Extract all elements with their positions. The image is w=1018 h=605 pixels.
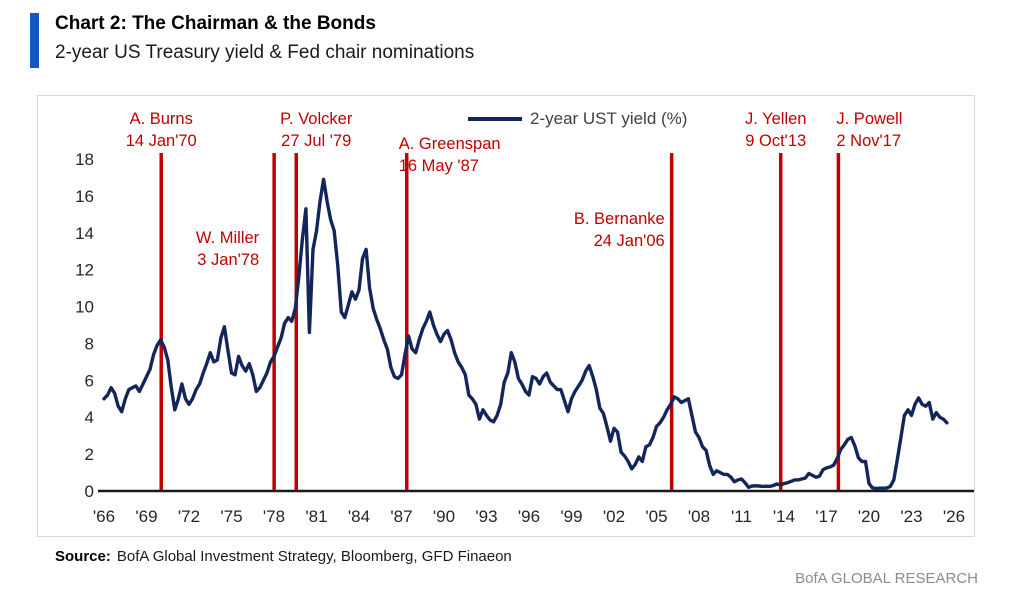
event-chair-name: B. Bernanke xyxy=(573,210,665,228)
x-tick-label: '17 xyxy=(815,507,837,526)
event-date: 3 Jan'78 xyxy=(197,251,260,269)
event-label-p-volcker: P. Volcker 27 Jul '79 xyxy=(280,108,352,152)
x-tick-label: '75 xyxy=(220,507,242,526)
event-chair-name: J. Yellen xyxy=(744,110,807,128)
chart-title: Chart 2: The Chairman & the Bonds xyxy=(55,13,376,34)
x-tick-label: '08 xyxy=(688,507,710,526)
y-tick-label: 2 xyxy=(85,445,94,464)
event-date: 9 Oct'13 xyxy=(745,132,807,150)
chart-card: 0 2 4 6 8 10 12 14 16 18 '66 '69 '72 '75 '78 '81 '84 '87 '… xyxy=(37,95,975,537)
source-label: Source: xyxy=(55,548,111,565)
y-tick-label: 4 xyxy=(85,408,94,427)
event-label-a-greenspan: A. Greenspan 16 May '87 xyxy=(399,133,501,177)
source-line: Source: BofA Global Investment Strategy, … xyxy=(55,548,512,565)
x-tick-label: '99 xyxy=(560,507,582,526)
event-date: 14 Jan'70 xyxy=(125,132,197,150)
legend-label: 2-year UST yield (%) xyxy=(530,109,688,128)
x-tick-label: '84 xyxy=(348,507,370,526)
x-tick-label: '69 xyxy=(135,507,157,526)
event-label-j-yellen: J. Yellen 9 Oct'13 xyxy=(745,108,806,152)
event-label-w-miller: W. Miller 3 Jan'78 xyxy=(196,227,259,271)
x-tick-label: '81 xyxy=(305,507,327,526)
chart-subtitle: 2-year US Treasury yield & Fed chair nom… xyxy=(55,42,475,63)
event-date: 27 Jul '79 xyxy=(281,132,352,150)
x-tick-label: '96 xyxy=(518,507,540,526)
event-chair-name: W. Miller xyxy=(195,229,260,247)
event-chair-name: J. Powell xyxy=(836,110,903,128)
y-tick-label: 10 xyxy=(75,298,94,317)
y-tick-label: 16 xyxy=(75,187,94,206)
x-tick-label: '05 xyxy=(645,507,667,526)
accent-bar xyxy=(30,13,39,68)
x-tick-label: '78 xyxy=(263,507,285,526)
x-tick-label: '20 xyxy=(858,507,880,526)
x-tick-label: '02 xyxy=(603,507,625,526)
yield-line-series xyxy=(102,177,949,491)
brand-text: BofA GLOBAL RESEARCH xyxy=(795,570,978,587)
x-tick-label: '87 xyxy=(390,507,412,526)
x-tick-label: '26 xyxy=(943,507,965,526)
event-label-a-burns: A. Burns 14 Jan'70 xyxy=(126,108,197,152)
chart-svg: 0 2 4 6 8 10 12 14 16 18 '66 '69 '72 '75 '78 '81 '84 '87 '… xyxy=(75,150,974,526)
y-tick-label: 8 xyxy=(85,334,94,353)
event-date: 2 Nov'17 xyxy=(836,132,901,150)
event-label-b-bernanke: B. Bernanke 24 Jan'06 xyxy=(574,208,665,252)
y-tick-label: 14 xyxy=(75,224,94,243)
event-label-j-powell: J. Powell 2 Nov'17 xyxy=(836,108,902,152)
event-chair-name: A. Greenspan xyxy=(398,135,501,153)
x-tick-label: '23 xyxy=(900,507,922,526)
y-tick-label: 12 xyxy=(75,261,94,280)
y-tick-label: 0 xyxy=(85,482,94,501)
chart-legend: 2-year UST yield (%) xyxy=(468,109,687,129)
y-tick-label: 6 xyxy=(85,371,94,390)
x-tick-label: '90 xyxy=(433,507,455,526)
legend-line-swatch xyxy=(468,117,522,121)
x-tick-label: '72 xyxy=(178,507,200,526)
source-text: BofA Global Investment Strategy, Bloombe… xyxy=(116,548,512,565)
event-date: 24 Jan'06 xyxy=(593,232,665,250)
x-tick-label: '11 xyxy=(731,507,752,526)
event-chair-name: A. Burns xyxy=(129,110,193,128)
x-tick-label: '14 xyxy=(773,507,795,526)
x-tick-label: '66 xyxy=(93,507,115,526)
y-tick-label: 18 xyxy=(75,150,94,169)
event-date: 16 May '87 xyxy=(398,157,479,175)
x-tick-label: '93 xyxy=(475,507,497,526)
event-chair-name: P. Volcker xyxy=(280,110,353,128)
